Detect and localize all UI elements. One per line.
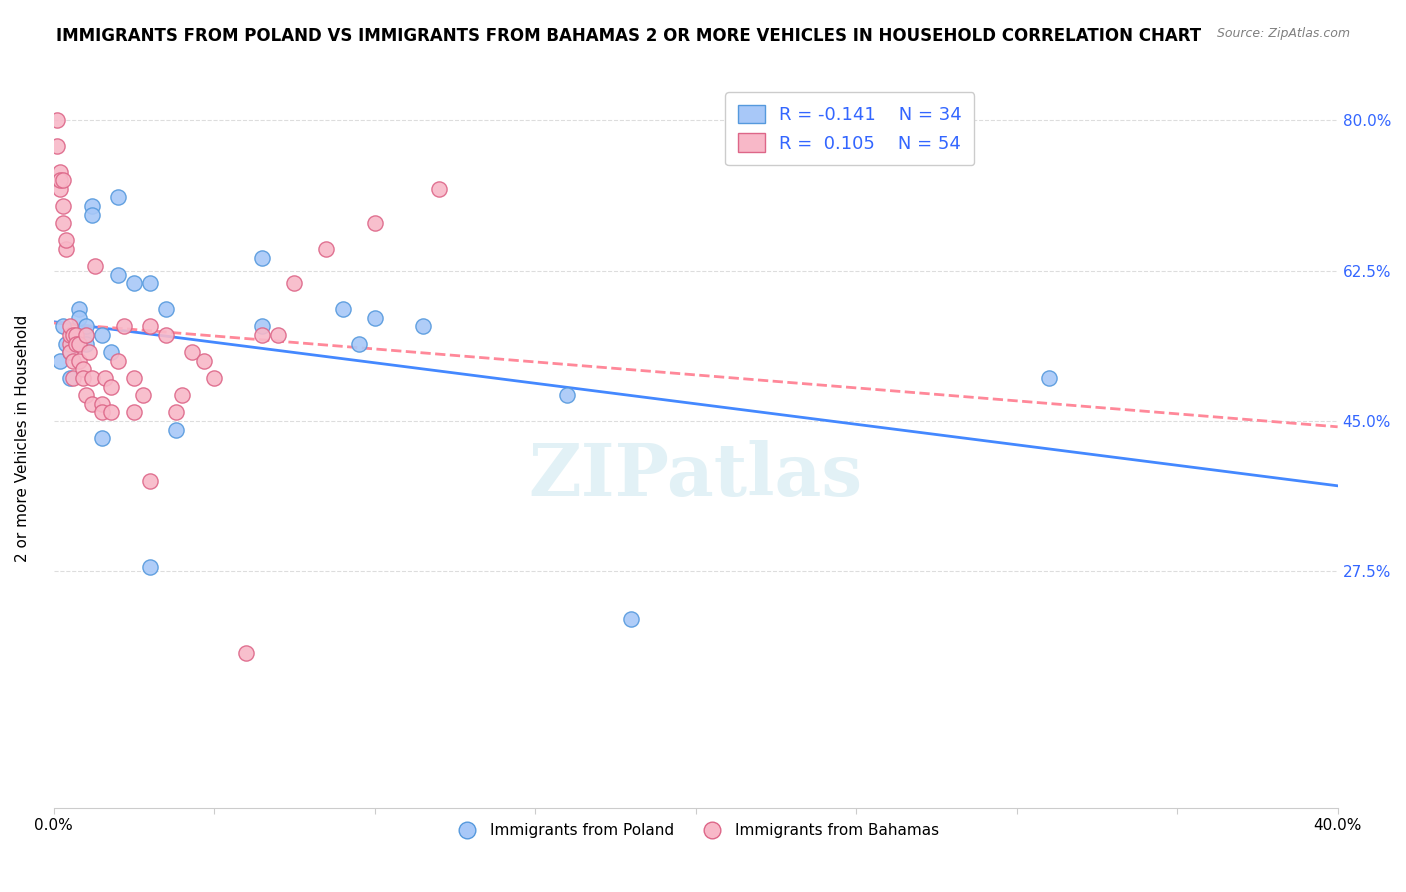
Point <box>72 371 94 385</box>
Point <box>155 328 177 343</box>
Point <box>77 345 100 359</box>
Point <box>100 345 122 359</box>
Point <box>55 242 77 256</box>
Y-axis label: 2 or more Vehicles in Household: 2 or more Vehicles in Household <box>15 315 30 562</box>
Point <box>59 345 82 359</box>
Point <box>55 234 77 248</box>
Point <box>72 362 94 376</box>
Point <box>155 302 177 317</box>
Point <box>283 277 305 291</box>
Point <box>107 190 129 204</box>
Point <box>82 208 104 222</box>
Legend: Immigrants from Poland, Immigrants from Bahamas: Immigrants from Poland, Immigrants from … <box>446 817 945 845</box>
Point <box>122 371 145 385</box>
Point <box>45 113 67 128</box>
Point <box>62 353 84 368</box>
Point <box>235 646 257 660</box>
Point <box>75 388 97 402</box>
Point <box>49 353 72 368</box>
Point <box>67 336 90 351</box>
Point <box>82 371 104 385</box>
Point <box>52 199 75 213</box>
Point <box>193 353 215 368</box>
Point <box>100 379 122 393</box>
Text: IMMIGRANTS FROM POLAND VS IMMIGRANTS FROM BAHAMAS 2 OR MORE VEHICLES IN HOUSEHOL: IMMIGRANTS FROM POLAND VS IMMIGRANTS FRO… <box>56 27 1201 45</box>
Point <box>165 423 187 437</box>
Point <box>75 328 97 343</box>
Point <box>62 336 84 351</box>
Point <box>49 173 72 187</box>
Point <box>59 319 82 334</box>
Point <box>180 345 202 359</box>
Point <box>332 302 354 317</box>
Point <box>122 277 145 291</box>
Text: ZIPatlas: ZIPatlas <box>529 440 863 510</box>
Point <box>72 328 94 343</box>
Point <box>412 319 434 334</box>
Point <box>94 371 117 385</box>
Point <box>67 302 90 317</box>
Point <box>107 268 129 282</box>
Point <box>59 328 82 343</box>
Point <box>555 388 578 402</box>
Point <box>67 310 90 325</box>
Point <box>347 336 370 351</box>
Point <box>363 216 385 230</box>
Point <box>62 328 84 343</box>
Point <box>315 242 337 256</box>
Point <box>132 388 155 402</box>
Point <box>75 319 97 334</box>
Point <box>100 405 122 419</box>
Point <box>52 173 75 187</box>
Point <box>620 612 643 626</box>
Point <box>55 336 77 351</box>
Point <box>1038 371 1060 385</box>
Point <box>252 251 274 265</box>
Point <box>59 371 82 385</box>
Text: Source: ZipAtlas.com: Source: ZipAtlas.com <box>1216 27 1350 40</box>
Point <box>252 328 274 343</box>
Point <box>252 319 274 334</box>
Point <box>427 182 450 196</box>
Point <box>49 182 72 196</box>
Point <box>90 328 112 343</box>
Point <box>139 319 162 334</box>
Point <box>82 397 104 411</box>
Point <box>45 139 67 153</box>
Point <box>165 405 187 419</box>
Point <box>139 474 162 488</box>
Point <box>84 259 107 273</box>
Point <box>75 328 97 343</box>
Point <box>49 164 72 178</box>
Point <box>112 319 135 334</box>
Point <box>65 328 87 343</box>
Point <box>52 319 75 334</box>
Point <box>267 328 290 343</box>
Point <box>107 353 129 368</box>
Point <box>90 397 112 411</box>
Point <box>139 277 162 291</box>
Point <box>139 560 162 574</box>
Point <box>363 310 385 325</box>
Point <box>52 216 75 230</box>
Point <box>67 353 90 368</box>
Point <box>122 405 145 419</box>
Point <box>170 388 193 402</box>
Point <box>65 328 87 343</box>
Point <box>59 336 82 351</box>
Point <box>82 199 104 213</box>
Point <box>90 405 112 419</box>
Point <box>59 345 82 359</box>
Point <box>62 371 84 385</box>
Point <box>90 431 112 445</box>
Point <box>202 371 225 385</box>
Point <box>65 336 87 351</box>
Point <box>75 336 97 351</box>
